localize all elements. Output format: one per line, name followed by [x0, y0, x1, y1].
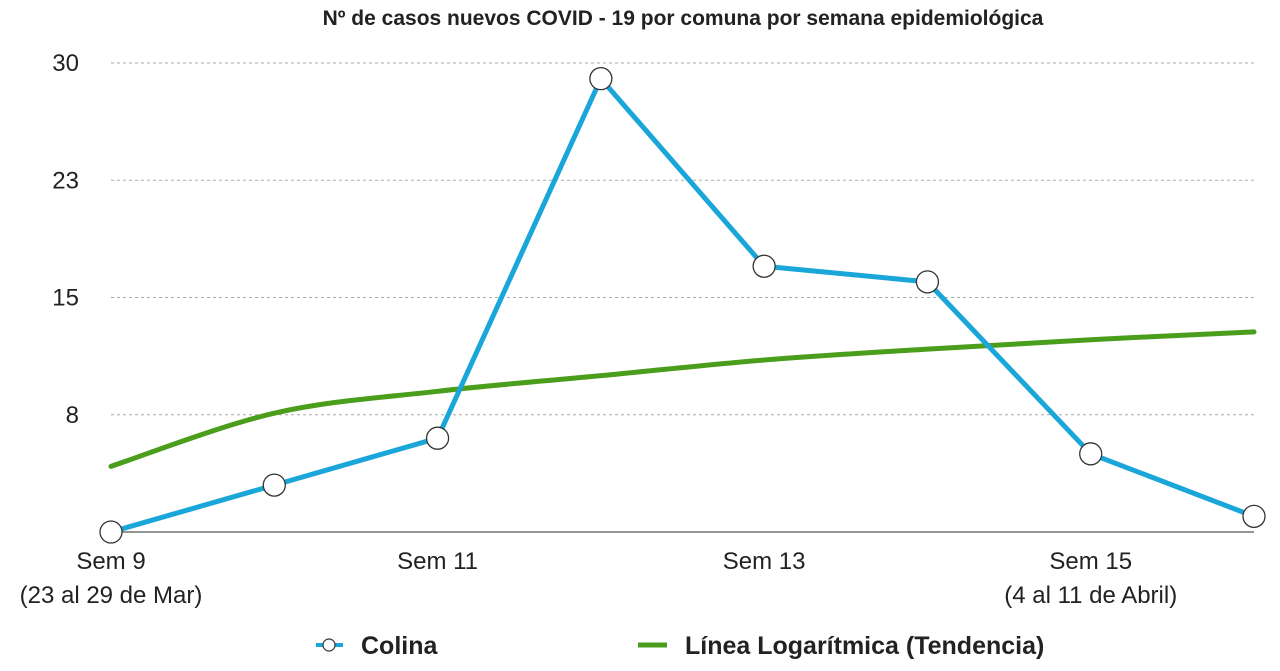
legend-label-colina: Colina	[361, 632, 438, 660]
chart-title: Nº de casos nuevos COVID - 19 por comuna…	[323, 7, 1044, 30]
data-point-marker	[752, 254, 776, 278]
x-tick-sublabel: (4 al 11 de Abril)	[1004, 582, 1177, 609]
y-tick-label: 15	[52, 285, 79, 312]
x-tick-label: Sem 13	[723, 548, 806, 575]
x-tick-label: Sem 9	[76, 548, 145, 575]
series-layer	[99, 66, 1266, 544]
x-tick-label: Sem 11	[397, 548, 478, 575]
legend-swatch-colina-marker	[322, 638, 336, 652]
data-point-marker	[589, 66, 613, 91]
x-tick-sublabel: (23 al 29 de Mar)	[20, 582, 203, 609]
x-tick-label: Sem 15	[1049, 548, 1132, 575]
data-point-marker	[262, 473, 286, 497]
series-line-trend	[108, 329, 1257, 469]
y-axis: 8 15 23 30	[52, 50, 79, 429]
legend: Colina Línea Logarítmica (Tendencia)	[316, 632, 1044, 660]
x-axis-ticks: Sem 9 (23 al 29 de Mar) Sem 11 Sem 13 Sem 15…	[20, 548, 1178, 609]
gridlines	[111, 62, 1254, 416]
data-point-marker	[1242, 504, 1266, 529]
data-point-marker	[915, 270, 940, 294]
y-tick-label: 8	[66, 402, 79, 429]
series-line-colina	[108, 76, 1257, 535]
legend-label-trend: Línea Logarítmica (Tendencia)	[685, 632, 1044, 660]
data-point-marker	[99, 520, 123, 544]
y-tick-label: 23	[52, 167, 79, 194]
y-tick-label: 30	[52, 50, 79, 77]
data-point-marker	[1079, 442, 1103, 466]
data-point-marker	[425, 426, 450, 450]
